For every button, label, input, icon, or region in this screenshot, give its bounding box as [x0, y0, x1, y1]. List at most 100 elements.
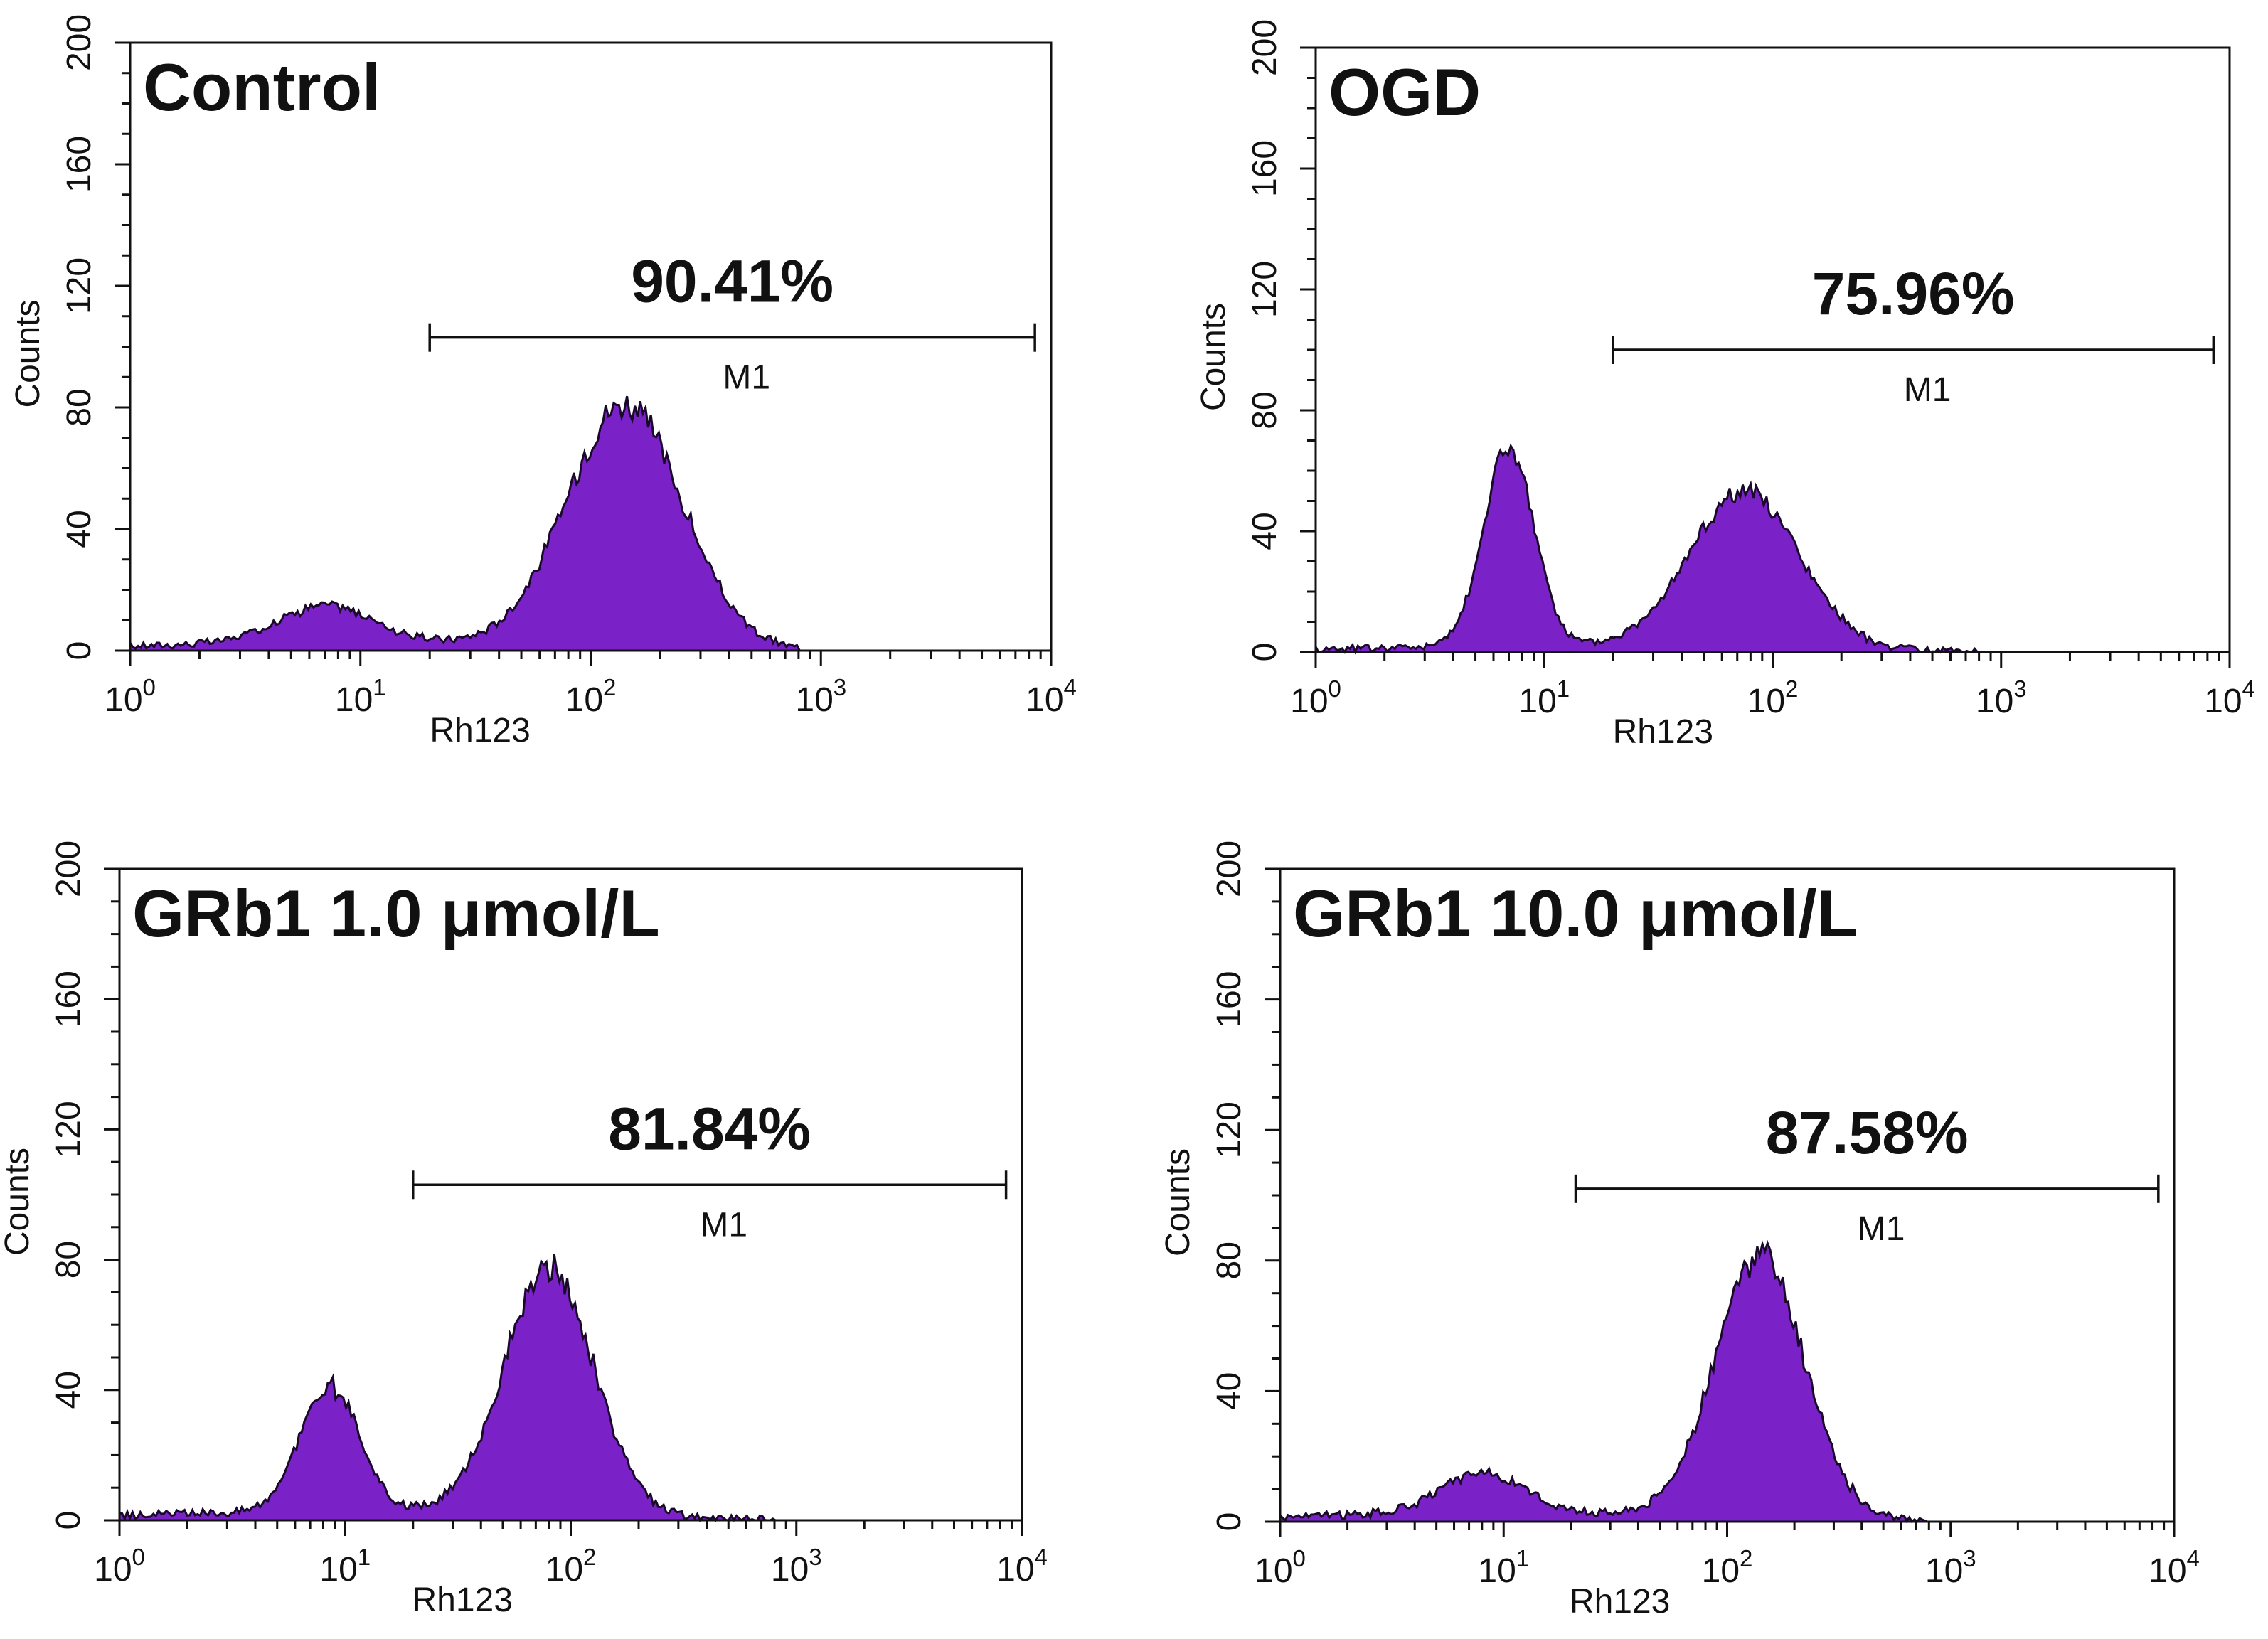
x-tick-label: 104	[2204, 676, 2255, 720]
x-tick-base: 10	[105, 681, 142, 719]
marker-percent-label: 87.58%	[1766, 1099, 1969, 1166]
x-tick-label: 101	[319, 1544, 371, 1589]
y-tick-label: 40	[1246, 512, 1284, 550]
x-tick-base: 10	[1925, 1552, 1963, 1590]
y-tick-label: 120	[1246, 261, 1284, 318]
x-tick-base: 10	[319, 1551, 357, 1589]
marker-m1-label: M1	[723, 359, 770, 397]
x-tick-label: 101	[1518, 676, 1570, 720]
marker-percent-label: 75.96%	[1812, 260, 2015, 327]
x-tick-exponent: 1	[358, 1544, 371, 1570]
y-tick-label: 80	[1210, 1242, 1248, 1279]
x-tick-label: 104	[2149, 1545, 2200, 1590]
marker-percent-label: 90.41%	[631, 248, 834, 315]
x-tick-exponent: 0	[1293, 1545, 1306, 1571]
x-tick-base: 10	[2204, 683, 2242, 720]
panel-title: OGD	[1329, 55, 1481, 129]
y-tick-label: 120	[1210, 1101, 1248, 1158]
panel-title: Control	[143, 50, 380, 124]
x-tick-exponent: 3	[2013, 676, 2026, 702]
x-tick-base: 10	[1290, 683, 1328, 720]
y-tick-label: 0	[60, 641, 98, 661]
x-tick-label: 103	[795, 674, 846, 719]
x-tick-label: 103	[1925, 1545, 1976, 1590]
y-tick-label: 200	[50, 840, 87, 897]
x-tick-base: 10	[335, 681, 373, 719]
y-tick-label: 160	[1210, 971, 1248, 1028]
y-tick-label: 200	[1246, 19, 1284, 76]
x-tick-label: 103	[771, 1544, 822, 1589]
x-tick-label: 101	[335, 674, 386, 719]
x-tick-base: 10	[1478, 1552, 1516, 1590]
histogram	[129, 395, 821, 652]
histogram	[118, 1254, 797, 1522]
x-tick-base: 10	[771, 1551, 809, 1589]
x-tick-exponent: 4	[1035, 1544, 1048, 1570]
x-tick-base: 10	[94, 1551, 132, 1589]
x-tick-base: 10	[795, 681, 833, 719]
x-axis-title: Rh123	[412, 1581, 512, 1619]
x-tick-exponent: 1	[373, 674, 385, 700]
x-tick-label: 104	[996, 1544, 1048, 1589]
panel-title: GRb1 10.0 μmol/L	[1293, 876, 1858, 951]
y-tick-label: 40	[1210, 1372, 1248, 1410]
x-tick-label: 100	[94, 1544, 145, 1589]
y-axis-title: Counts	[0, 1148, 36, 1256]
y-tick-label: 0	[50, 1511, 87, 1530]
histogram	[1279, 1239, 1951, 1524]
histogram	[1314, 443, 2001, 655]
marker-percent-label: 81.84%	[608, 1095, 811, 1162]
x-axis-title: Rh123	[1570, 1583, 1670, 1621]
x-tick-base: 10	[1747, 683, 1785, 720]
x-tick-exponent: 4	[2242, 676, 2255, 702]
x-tick-base: 10	[2149, 1552, 2186, 1590]
x-tick-exponent: 3	[809, 1544, 821, 1570]
y-tick-label: 40	[60, 510, 98, 548]
x-tick-exponent: 0	[132, 1544, 145, 1570]
x-tick-base: 10	[1976, 683, 2013, 720]
x-tick-label: 102	[565, 674, 617, 719]
y-tick-label: 40	[50, 1371, 87, 1409]
y-tick-label: 200	[1210, 840, 1248, 897]
x-tick-base: 10	[545, 1551, 583, 1589]
x-tick-label: 104	[1026, 674, 1077, 719]
y-tick-label: 0	[1246, 643, 1284, 662]
y-tick-label: 0	[1210, 1512, 1248, 1532]
x-tick-exponent: 3	[1963, 1545, 1976, 1571]
x-axis-title: Rh123	[1613, 713, 1713, 751]
y-axis-title: Counts	[1159, 1148, 1197, 1256]
x-tick-exponent: 2	[1740, 1545, 1752, 1571]
x-tick-base: 10	[1518, 683, 1556, 720]
x-tick-label: 100	[1255, 1545, 1306, 1590]
x-tick-label: 102	[1702, 1545, 1753, 1590]
x-tick-label: 100	[1290, 676, 1341, 720]
x-tick-label: 101	[1478, 1545, 1529, 1590]
marker-m1-label: M1	[1904, 371, 1952, 409]
x-tick-exponent: 2	[603, 674, 616, 700]
x-tick-label: 102	[1747, 676, 1799, 720]
y-tick-label: 80	[60, 388, 98, 426]
x-tick-exponent: 4	[2187, 1545, 2200, 1571]
x-tick-label: 102	[545, 1544, 597, 1589]
y-axis-title: Counts	[9, 299, 47, 407]
x-tick-base: 10	[1702, 1552, 1740, 1590]
x-tick-base: 10	[1026, 681, 1063, 719]
y-axis-title: Counts	[1195, 303, 1233, 411]
y-tick-label: 160	[1246, 140, 1284, 197]
x-tick-exponent: 1	[1557, 676, 1570, 702]
x-tick-exponent: 1	[1516, 1545, 1529, 1571]
marker-m1-label: M1	[1858, 1210, 1905, 1248]
x-tick-exponent: 2	[1785, 676, 1798, 702]
marker-m1-label: M1	[700, 1206, 747, 1244]
y-tick-label: 120	[50, 1101, 87, 1158]
x-tick-exponent: 4	[1064, 674, 1077, 700]
y-tick-label: 160	[60, 136, 98, 193]
x-tick-label: 100	[105, 674, 156, 719]
y-tick-label: 160	[50, 971, 87, 1027]
x-tick-label: 103	[1976, 676, 2027, 720]
